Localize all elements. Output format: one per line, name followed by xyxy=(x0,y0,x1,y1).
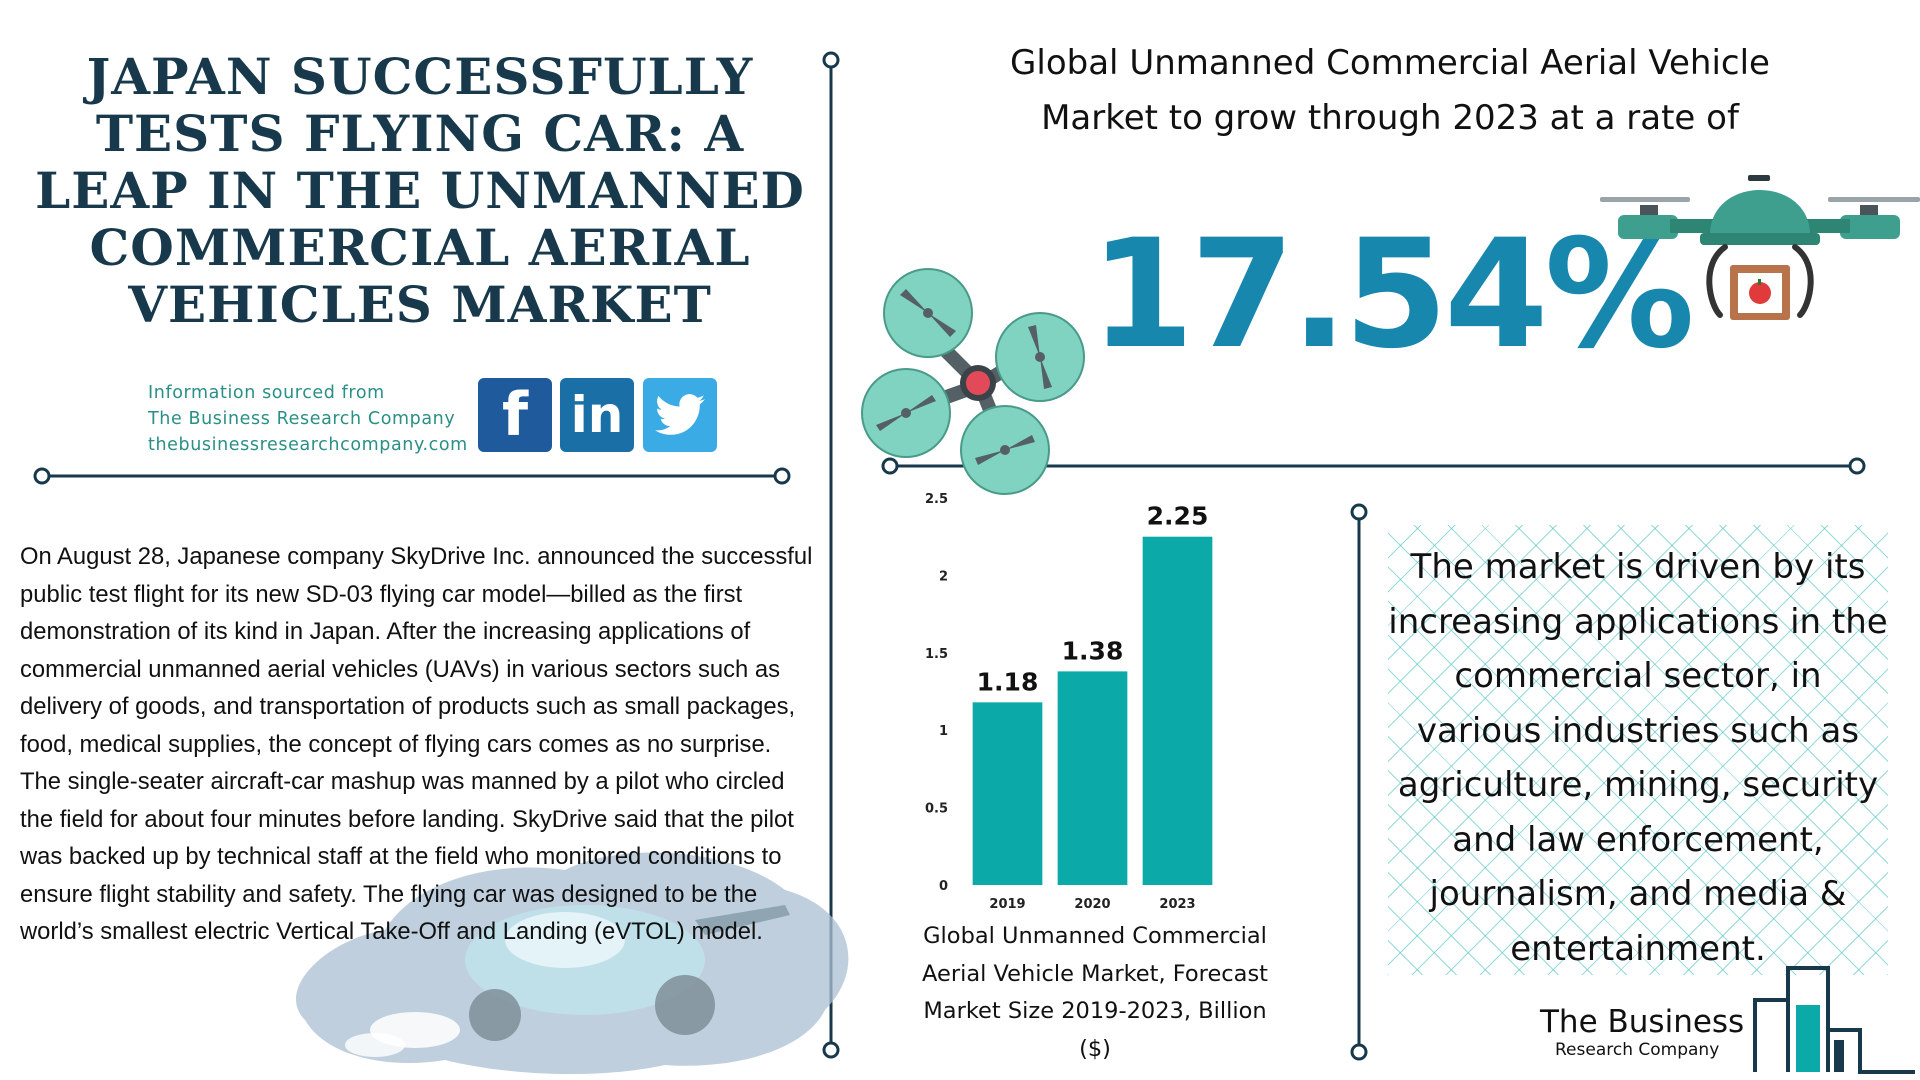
market-driver-pattern-box xyxy=(1388,525,1888,975)
company-logo-buildings-icon xyxy=(1753,966,1915,1074)
bar-2019 xyxy=(972,702,1043,885)
facebook-icon[interactable]: f xyxy=(478,378,552,452)
growth-headline: Global Unmanned Commercial Aerial Vehicl… xyxy=(1010,43,1770,138)
y-tick-label: 1.5 xyxy=(925,647,948,662)
linkedin-icon[interactable]: in xyxy=(560,378,634,452)
source-line-1: Information sourced from xyxy=(148,383,385,403)
bar-2023 xyxy=(1142,536,1213,885)
x-tick-label-2023: 2023 xyxy=(1159,897,1195,912)
growth-rate-value: 17.54% xyxy=(1090,208,1695,382)
page-title: Japan Successfully Tests Flying Car: A L… xyxy=(35,47,805,334)
y-tick-label: 2.5 xyxy=(925,492,948,507)
article-body: On August 28, Japanese company SkyDrive … xyxy=(20,538,820,951)
y-tick-label: 2 xyxy=(939,569,948,584)
company-logo-name: The Business xyxy=(1540,1004,1745,1040)
article-paragraph-1: On August 28, Japanese company SkyDrive … xyxy=(20,543,813,758)
data-label-2019: 1.18 xyxy=(977,667,1039,696)
quadcopter-drone-icon xyxy=(861,268,1085,495)
market-driver-text: The market is driven by its increasing a… xyxy=(1388,547,1888,969)
article-paragraph-2: The single-seater aircraft-car mashup wa… xyxy=(20,768,794,945)
data-label-2023: 2.25 xyxy=(1147,502,1209,531)
twitter-icon[interactable] xyxy=(643,378,717,452)
linkedin-glyph: in xyxy=(570,386,624,444)
bar-2020 xyxy=(1057,671,1128,885)
y-tick-label: 0 xyxy=(939,879,948,894)
y-tick-label: 0.5 xyxy=(925,802,948,817)
facebook-glyph: f xyxy=(501,380,529,450)
source-line-3[interactable]: thebusinessresearchcompany.com xyxy=(148,435,468,455)
x-tick-label-2019: 2019 xyxy=(989,897,1025,912)
twitter-bird-icon xyxy=(655,394,705,435)
chart-caption: Global Unmanned Commercial Aerial Vehicl… xyxy=(921,923,1268,1062)
x-tick-label-2020: 2020 xyxy=(1074,897,1110,912)
source-info: Information sourced from The Business Re… xyxy=(148,380,478,458)
source-line-2: The Business Research Company xyxy=(148,409,456,429)
y-tick-label: 1 xyxy=(939,724,948,739)
company-logo-subname: Research Company xyxy=(1555,1040,1720,1060)
delivery-drone-icon xyxy=(1600,175,1920,320)
data-label-2020: 1.38 xyxy=(1062,636,1124,665)
flying-car-illustration xyxy=(296,852,849,1075)
market-size-bar-chart: 0 0.5 1 1.5 2 2.5 1.18 2019 1.38 2020 2.25 2023 xyxy=(925,492,1213,912)
